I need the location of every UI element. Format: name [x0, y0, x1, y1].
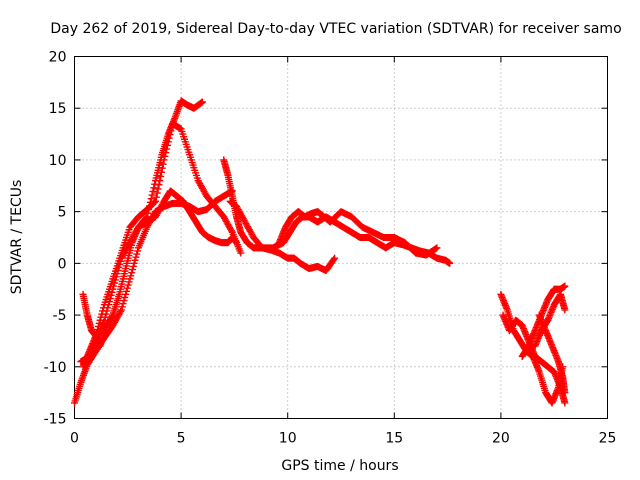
- data-point: [165, 134, 173, 142]
- y-tick-label: 15: [49, 101, 67, 117]
- data-point: [227, 227, 235, 235]
- data-point: [121, 293, 129, 301]
- series-track-2: [77, 97, 206, 366]
- data-point: [150, 184, 158, 192]
- x-axis-label: GPS time / hours: [281, 458, 398, 474]
- data-point: [118, 303, 126, 311]
- data-point: [161, 152, 169, 160]
- grid-layer: [74, 56, 608, 419]
- data-point: [237, 249, 245, 257]
- x-tick-label: 15: [385, 431, 403, 447]
- data-point: [561, 399, 569, 407]
- data-point: [128, 269, 136, 277]
- data-point: [132, 253, 140, 261]
- data-point: [163, 145, 171, 153]
- data-point: [154, 185, 162, 193]
- x-tick-label: 25: [599, 431, 617, 447]
- data-point: [152, 197, 160, 205]
- data-point: [119, 300, 127, 308]
- data-point: [153, 189, 161, 197]
- data-point: [123, 287, 131, 295]
- data-point: [561, 282, 569, 290]
- data-point: [167, 127, 175, 135]
- data-point: [561, 306, 569, 314]
- data-point: [162, 149, 170, 157]
- data-point: [129, 262, 137, 270]
- y-tick-label: -15: [44, 412, 67, 428]
- data-point: [94, 326, 102, 334]
- x-tick-label: 10: [279, 431, 297, 447]
- data-point: [98, 310, 106, 318]
- data-point: [99, 304, 107, 312]
- series-track-11: [531, 290, 569, 350]
- data-point: [96, 316, 104, 324]
- data-point: [158, 164, 166, 172]
- data-point: [99, 307, 107, 315]
- data-point: [126, 275, 134, 283]
- y-axis-label: SDTVAR / TECUs: [9, 180, 25, 295]
- data-point: [125, 278, 133, 286]
- data-point: [159, 160, 167, 168]
- data-point: [331, 254, 339, 262]
- x-tick-label: 0: [70, 431, 79, 447]
- data-point: [198, 98, 206, 106]
- data-point: [147, 195, 155, 203]
- data-point: [117, 307, 125, 315]
- data-point: [148, 191, 156, 199]
- data-point: [561, 389, 569, 397]
- data-point: [446, 259, 454, 267]
- data-point: [120, 297, 128, 305]
- y-tick-label: -5: [53, 308, 67, 324]
- x-tick-label: 5: [177, 431, 186, 447]
- data-point: [151, 198, 159, 206]
- series-track-4: [79, 187, 241, 350]
- data-point: [134, 247, 142, 255]
- data-point: [233, 239, 241, 247]
- data-point: [166, 131, 174, 139]
- data-layer: [71, 97, 569, 407]
- data-point: [97, 313, 105, 321]
- tick-layer: 0 5 10 15 20 25 -15 -10 -5 0 5 10 15 20: [44, 50, 617, 447]
- data-point: [156, 177, 164, 185]
- data-point: [157, 168, 165, 176]
- y-tick-label: -10: [44, 360, 67, 376]
- data-point: [157, 172, 165, 180]
- series-track-10: [518, 282, 569, 360]
- data-point: [433, 244, 441, 252]
- data-point: [163, 141, 171, 149]
- data-point: [330, 255, 338, 263]
- data-point: [117, 306, 125, 314]
- series-track-5: [220, 156, 339, 275]
- plot-frame: [74, 56, 608, 419]
- data-point: [94, 322, 102, 330]
- y-tick-label: 10: [49, 153, 67, 169]
- data-point: [107, 291, 115, 299]
- y-tick-label: 0: [58, 256, 67, 272]
- data-point: [124, 281, 132, 289]
- chart-title: Day 262 of 2019, Sidereal Day-to-day VTE…: [50, 21, 621, 37]
- data-point: [128, 266, 136, 274]
- data-point: [152, 193, 160, 201]
- x-tick-label: 20: [492, 431, 510, 447]
- data-point: [160, 156, 168, 164]
- data-point: [149, 187, 157, 195]
- y-tick-label: 20: [49, 50, 67, 66]
- data-point: [95, 319, 103, 327]
- data-point: [131, 256, 139, 264]
- data-point: [106, 295, 114, 303]
- data-point: [130, 259, 138, 267]
- data-point: [155, 181, 163, 189]
- data-point: [133, 250, 141, 258]
- data-point: [123, 284, 131, 292]
- data-point: [432, 245, 440, 253]
- data-point: [127, 272, 135, 280]
- y-tick-label: 5: [58, 205, 67, 221]
- series-track-3: [79, 120, 245, 371]
- data-point: [164, 138, 172, 146]
- series-track-12: [535, 311, 569, 397]
- series-track-7: [275, 208, 441, 259]
- series-track-9: [499, 311, 569, 407]
- data-point: [122, 290, 130, 298]
